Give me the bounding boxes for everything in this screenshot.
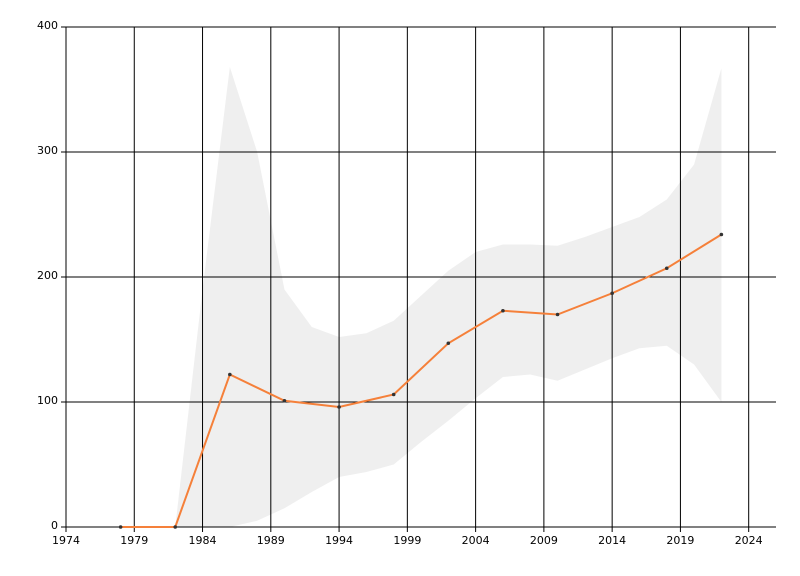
y-tick-label: 200 (37, 269, 58, 282)
point (610, 291, 614, 296)
y-tick-label: 300 (37, 144, 58, 157)
line (120, 233, 722, 528)
x-tick-label: 1979 (120, 534, 148, 547)
y-tick-label: 100 (37, 394, 58, 407)
point (501, 308, 505, 313)
point (173, 525, 178, 529)
x-tick-label: 2014 (598, 534, 626, 547)
point (391, 392, 396, 397)
point (664, 266, 669, 271)
x-tick-label: 1974 (52, 534, 80, 547)
point (555, 312, 560, 317)
point (337, 405, 341, 409)
point (446, 341, 451, 346)
point (719, 232, 724, 237)
point (228, 372, 232, 377)
point (118, 525, 123, 529)
point (282, 398, 287, 403)
y-tick-label: 400 (37, 19, 58, 32)
x-tick-label: 2009 (530, 534, 558, 547)
x-tick-label: 1999 (393, 534, 421, 547)
x-tick-label: 2004 (462, 534, 490, 547)
y-tick-label: 0 (51, 519, 58, 532)
x-tick-label: 1994 (325, 534, 353, 547)
x-tick-label: 1989 (257, 534, 285, 547)
x-tick-label: 2019 (666, 534, 694, 547)
confidence-band (175, 67, 722, 527)
x-tick-label: 2024 (735, 534, 763, 547)
x-tick-label: 1984 (189, 534, 217, 547)
